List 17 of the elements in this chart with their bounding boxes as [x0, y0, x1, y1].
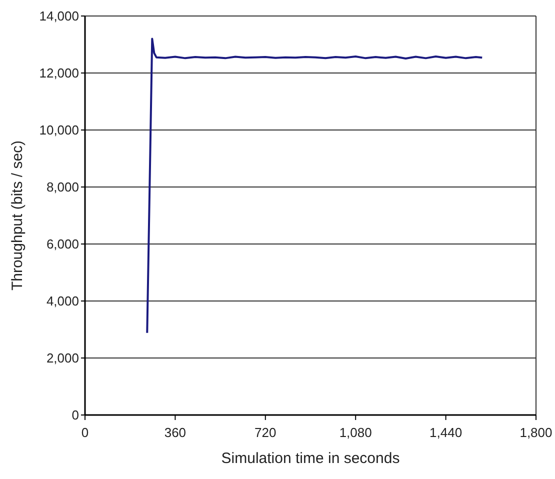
y-tick-label: 2,000	[46, 350, 79, 366]
y-tick-label: 10,000	[39, 122, 79, 138]
y-tick-label: 6,000	[46, 236, 79, 252]
x-tick-label: 1,440	[430, 425, 462, 440]
x-tick-label: 720	[254, 425, 276, 440]
y-axis-title: Throughput (bits / sec)	[9, 140, 26, 291]
y-tick-label: 0	[72, 408, 79, 423]
y-tick-label: 12,000	[39, 66, 79, 81]
y-tick-label: 8,000	[46, 180, 79, 195]
y-tick-label: 4,000	[46, 294, 79, 309]
x-tick-label: 360	[164, 425, 186, 440]
line-series	[146, 38, 484, 334]
y-tick-label: 14,000	[39, 8, 79, 24]
x-axis-title: Simulation time in seconds	[221, 450, 400, 467]
x-tick-label: 0	[81, 425, 89, 440]
x-tick-label: 1,080	[339, 425, 372, 440]
x-tick-label: 1,800	[520, 425, 552, 440]
